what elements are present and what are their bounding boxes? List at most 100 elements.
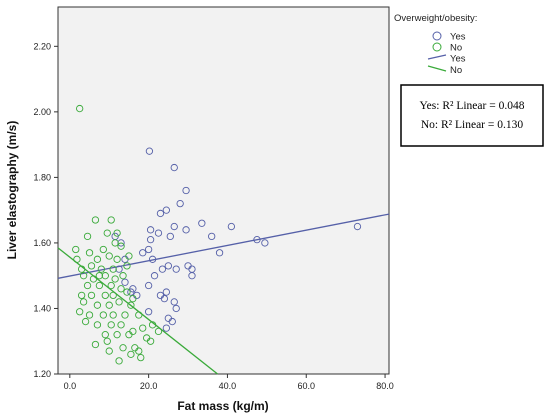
data-point-yes <box>144 245 153 254</box>
data-point-no <box>83 281 92 290</box>
data-point-no <box>72 245 80 254</box>
data-point-no <box>154 327 163 336</box>
data-point-yes <box>144 281 153 290</box>
y-tick-label: 1.60 <box>33 238 51 248</box>
data-point-no <box>139 324 147 332</box>
data-point-no <box>146 337 155 345</box>
fit-line-yes <box>57 213 390 279</box>
data-point-yes <box>198 219 206 227</box>
data-point-no <box>87 291 96 300</box>
data-point-yes <box>164 262 172 270</box>
data-point-no <box>97 265 105 273</box>
data-point-yes <box>146 226 155 234</box>
data-point-yes <box>227 222 236 231</box>
data-point-no <box>117 321 125 329</box>
data-point-yes <box>162 324 171 332</box>
data-point-no <box>109 291 117 300</box>
data-point-yes <box>146 236 155 244</box>
data-point-yes <box>172 304 180 313</box>
data-point-no <box>103 337 111 345</box>
data-point-no <box>85 249 94 257</box>
data-point-yes <box>253 236 261 244</box>
data-point-yes <box>353 222 362 231</box>
data-point-no <box>107 281 115 290</box>
legend-label-no-line: No <box>450 65 462 76</box>
data-point-no <box>123 262 131 270</box>
x-tick-label: 60.0 <box>297 381 315 391</box>
legend-label-no-marker: No <box>450 43 462 54</box>
data-point-yes <box>160 294 169 303</box>
data-point-yes <box>156 209 165 218</box>
data-point-yes <box>188 272 196 280</box>
data-point-yes <box>129 285 137 293</box>
data-point-no <box>117 242 125 250</box>
data-point-no <box>135 347 143 355</box>
y-tick-label: 2.00 <box>33 107 51 117</box>
legend: Overweight/obesity: Yes No Yes No <box>394 13 477 76</box>
data-point-yes <box>176 199 184 208</box>
y-tick-label: 2.20 <box>33 41 51 51</box>
data-point-yes <box>168 317 176 326</box>
data-point-no <box>79 272 88 280</box>
data-point-yes <box>261 239 269 247</box>
x-axis: 0.0 20.0 40.0 60.0 80.0 <box>64 374 394 391</box>
data-point-yes <box>121 278 129 286</box>
legend-line-yes <box>427 54 447 60</box>
data-point-no <box>77 265 86 273</box>
data-point-yes <box>170 222 178 231</box>
x-tick-label: 40.0 <box>219 381 237 391</box>
data-point-yes <box>215 249 224 257</box>
y-tick-label: 1.40 <box>33 303 51 313</box>
data-point-no <box>95 272 104 280</box>
data-point-no <box>105 301 113 309</box>
data-point-no <box>73 255 81 263</box>
data-point-no <box>113 255 121 263</box>
data-point-yes <box>162 206 171 214</box>
data-point-no <box>111 239 119 247</box>
legend-marker-no <box>432 42 442 52</box>
data-point-no <box>129 294 137 303</box>
data-point-yes <box>145 147 154 155</box>
data-point-no <box>89 275 98 283</box>
r-squared-box: Yes: R² Linear = 0.048 No: R² Linear = 0… <box>400 84 544 147</box>
r-squared-frame <box>400 84 544 147</box>
data-point-no <box>81 317 90 326</box>
legend-label-yes-marker: Yes <box>450 32 466 43</box>
data-point-yes <box>115 265 123 273</box>
r-squared-yes: Yes: R² Linear = 0.048 <box>420 100 525 112</box>
data-point-no <box>85 311 94 319</box>
data-point-no <box>101 272 109 280</box>
legend-label-yes-line: Yes <box>450 54 466 65</box>
data-point-no <box>137 353 145 362</box>
r-squared-no: No: R² Linear = 0.130 <box>421 119 523 131</box>
data-point-no <box>76 308 84 316</box>
x-tick-label: 20.0 <box>140 381 158 391</box>
data-point-no <box>121 311 129 319</box>
data-point-no <box>111 275 119 283</box>
data-point-yes <box>184 262 192 270</box>
data-point-no <box>119 344 127 352</box>
data-point-no <box>125 252 133 260</box>
data-point-no <box>123 288 131 296</box>
data-points <box>72 104 362 365</box>
data-point-no <box>115 357 123 365</box>
data-point-no <box>113 331 121 339</box>
data-point-yes <box>170 298 178 306</box>
data-point-yes <box>166 232 174 241</box>
data-point-no <box>91 340 100 349</box>
data-point-no <box>115 298 123 306</box>
data-point-yes <box>148 255 157 263</box>
y-tick-label: 1.80 <box>33 172 51 182</box>
data-point-no <box>103 229 111 237</box>
legend-marker-yes <box>432 31 442 41</box>
data-point-no <box>95 281 104 290</box>
data-point-no <box>135 311 143 319</box>
data-point-no <box>113 229 121 237</box>
y-tick-label: 1.20 <box>33 369 51 379</box>
data-point-no <box>148 321 157 329</box>
data-point-no <box>127 350 135 358</box>
data-point-yes <box>182 226 190 234</box>
data-point-no <box>87 262 96 270</box>
data-point-yes <box>172 265 180 273</box>
